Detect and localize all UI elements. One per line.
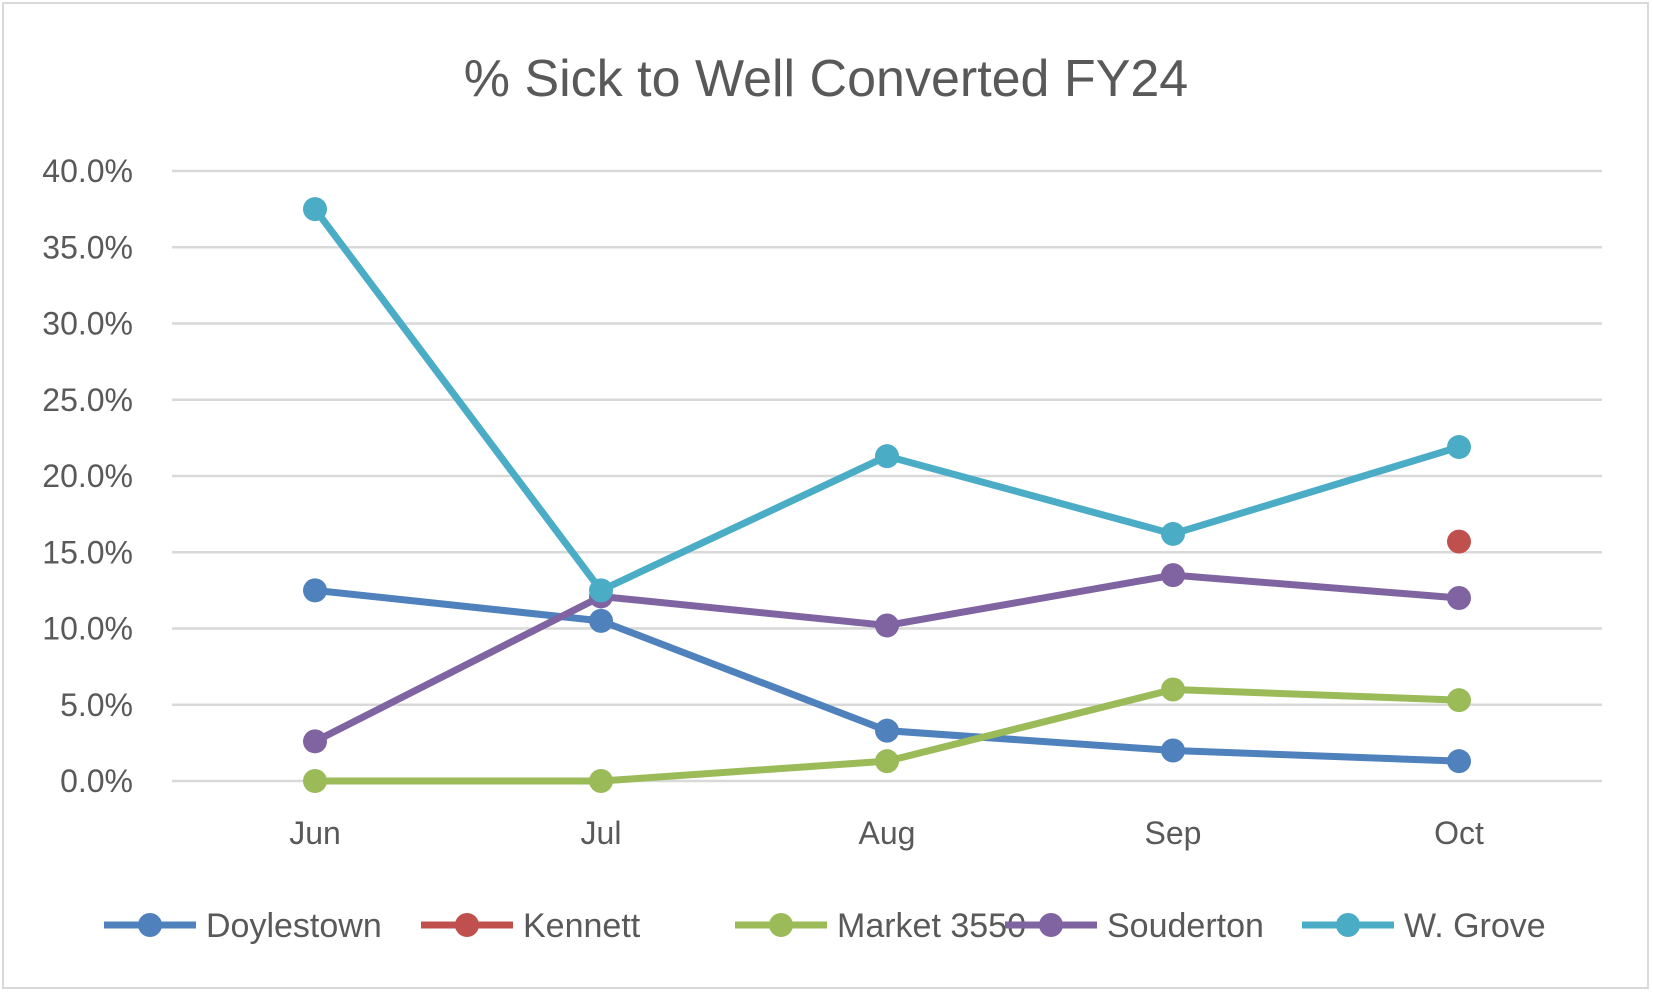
y-tick-label: 10.0% bbox=[42, 611, 133, 647]
y-tick-label: 0.0% bbox=[60, 763, 133, 799]
legend-marker-kennett bbox=[455, 913, 479, 937]
data-point-w-grove bbox=[875, 444, 899, 469]
legend-marker-market-3550 bbox=[769, 913, 793, 937]
legend-label-market-3550: Market 3550 bbox=[837, 907, 1026, 945]
data-point-w-grove bbox=[1447, 435, 1471, 460]
y-axis-ticks: 0.0% 5.0% 10.0% 15.0% 20.0% 25.0% 30.0% 35.0% 40… bbox=[42, 153, 133, 799]
data-point-market-3550 bbox=[1161, 677, 1185, 702]
data-point-w-grove bbox=[1161, 521, 1185, 546]
data-point-market-3550 bbox=[875, 749, 899, 774]
y-tick-label: 5.0% bbox=[60, 687, 133, 723]
chart-title: % Sick to Well Converted FY24 bbox=[464, 50, 1188, 108]
data-point-souderton bbox=[303, 729, 327, 754]
data-point-market-3550 bbox=[303, 769, 327, 793]
legend-label-w-grove: W. Grove bbox=[1404, 907, 1546, 945]
legend-label-kennett: Kennett bbox=[523, 907, 641, 945]
data-point-doylestown bbox=[1161, 738, 1185, 763]
data-point-w-grove bbox=[589, 578, 613, 603]
x-tick-label: Sep bbox=[1145, 815, 1202, 851]
data-point-souderton bbox=[875, 613, 899, 638]
x-tick-label: Oct bbox=[1434, 815, 1484, 851]
y-tick-label: 15.0% bbox=[42, 534, 133, 570]
x-tick-label: Jun bbox=[289, 815, 341, 851]
data-point-souderton bbox=[1447, 586, 1471, 610]
y-tick-label: 25.0% bbox=[42, 382, 133, 418]
data-point-doylestown bbox=[875, 718, 899, 743]
y-tick-label: 30.0% bbox=[42, 306, 133, 342]
data-point-souderton bbox=[1161, 563, 1185, 588]
x-tick-label: Aug bbox=[859, 815, 916, 851]
x-tick-label: Jul bbox=[581, 815, 622, 851]
data-point-market-3550 bbox=[589, 769, 613, 793]
legend-marker-souderton bbox=[1039, 913, 1063, 937]
series-group bbox=[303, 197, 1471, 793]
data-point-kennett bbox=[1447, 529, 1471, 554]
data-point-doylestown bbox=[1447, 749, 1471, 774]
y-tick-label: 35.0% bbox=[42, 229, 133, 265]
data-point-doylestown bbox=[589, 608, 613, 633]
data-point-w-grove bbox=[303, 197, 327, 222]
y-tick-label: 20.0% bbox=[42, 458, 133, 494]
legend-label-souderton: Souderton bbox=[1107, 907, 1264, 945]
legend-marker-doylestown bbox=[138, 913, 162, 937]
series-line-souderton bbox=[311, 571, 1463, 745]
data-point-market-3550 bbox=[1447, 688, 1471, 713]
legend-marker-w-grove bbox=[1336, 913, 1360, 937]
data-point-doylestown bbox=[303, 578, 327, 603]
gridlines bbox=[172, 169, 1602, 783]
legend-label-doylestown: Doylestown bbox=[206, 907, 382, 945]
legend: Doylestown Kennett Market 3550 Souderton W. … bbox=[104, 907, 1546, 945]
y-tick-label: 40.0% bbox=[42, 153, 133, 189]
x-axis-ticks: Jun Jul Aug Sep Oct bbox=[289, 815, 1484, 851]
